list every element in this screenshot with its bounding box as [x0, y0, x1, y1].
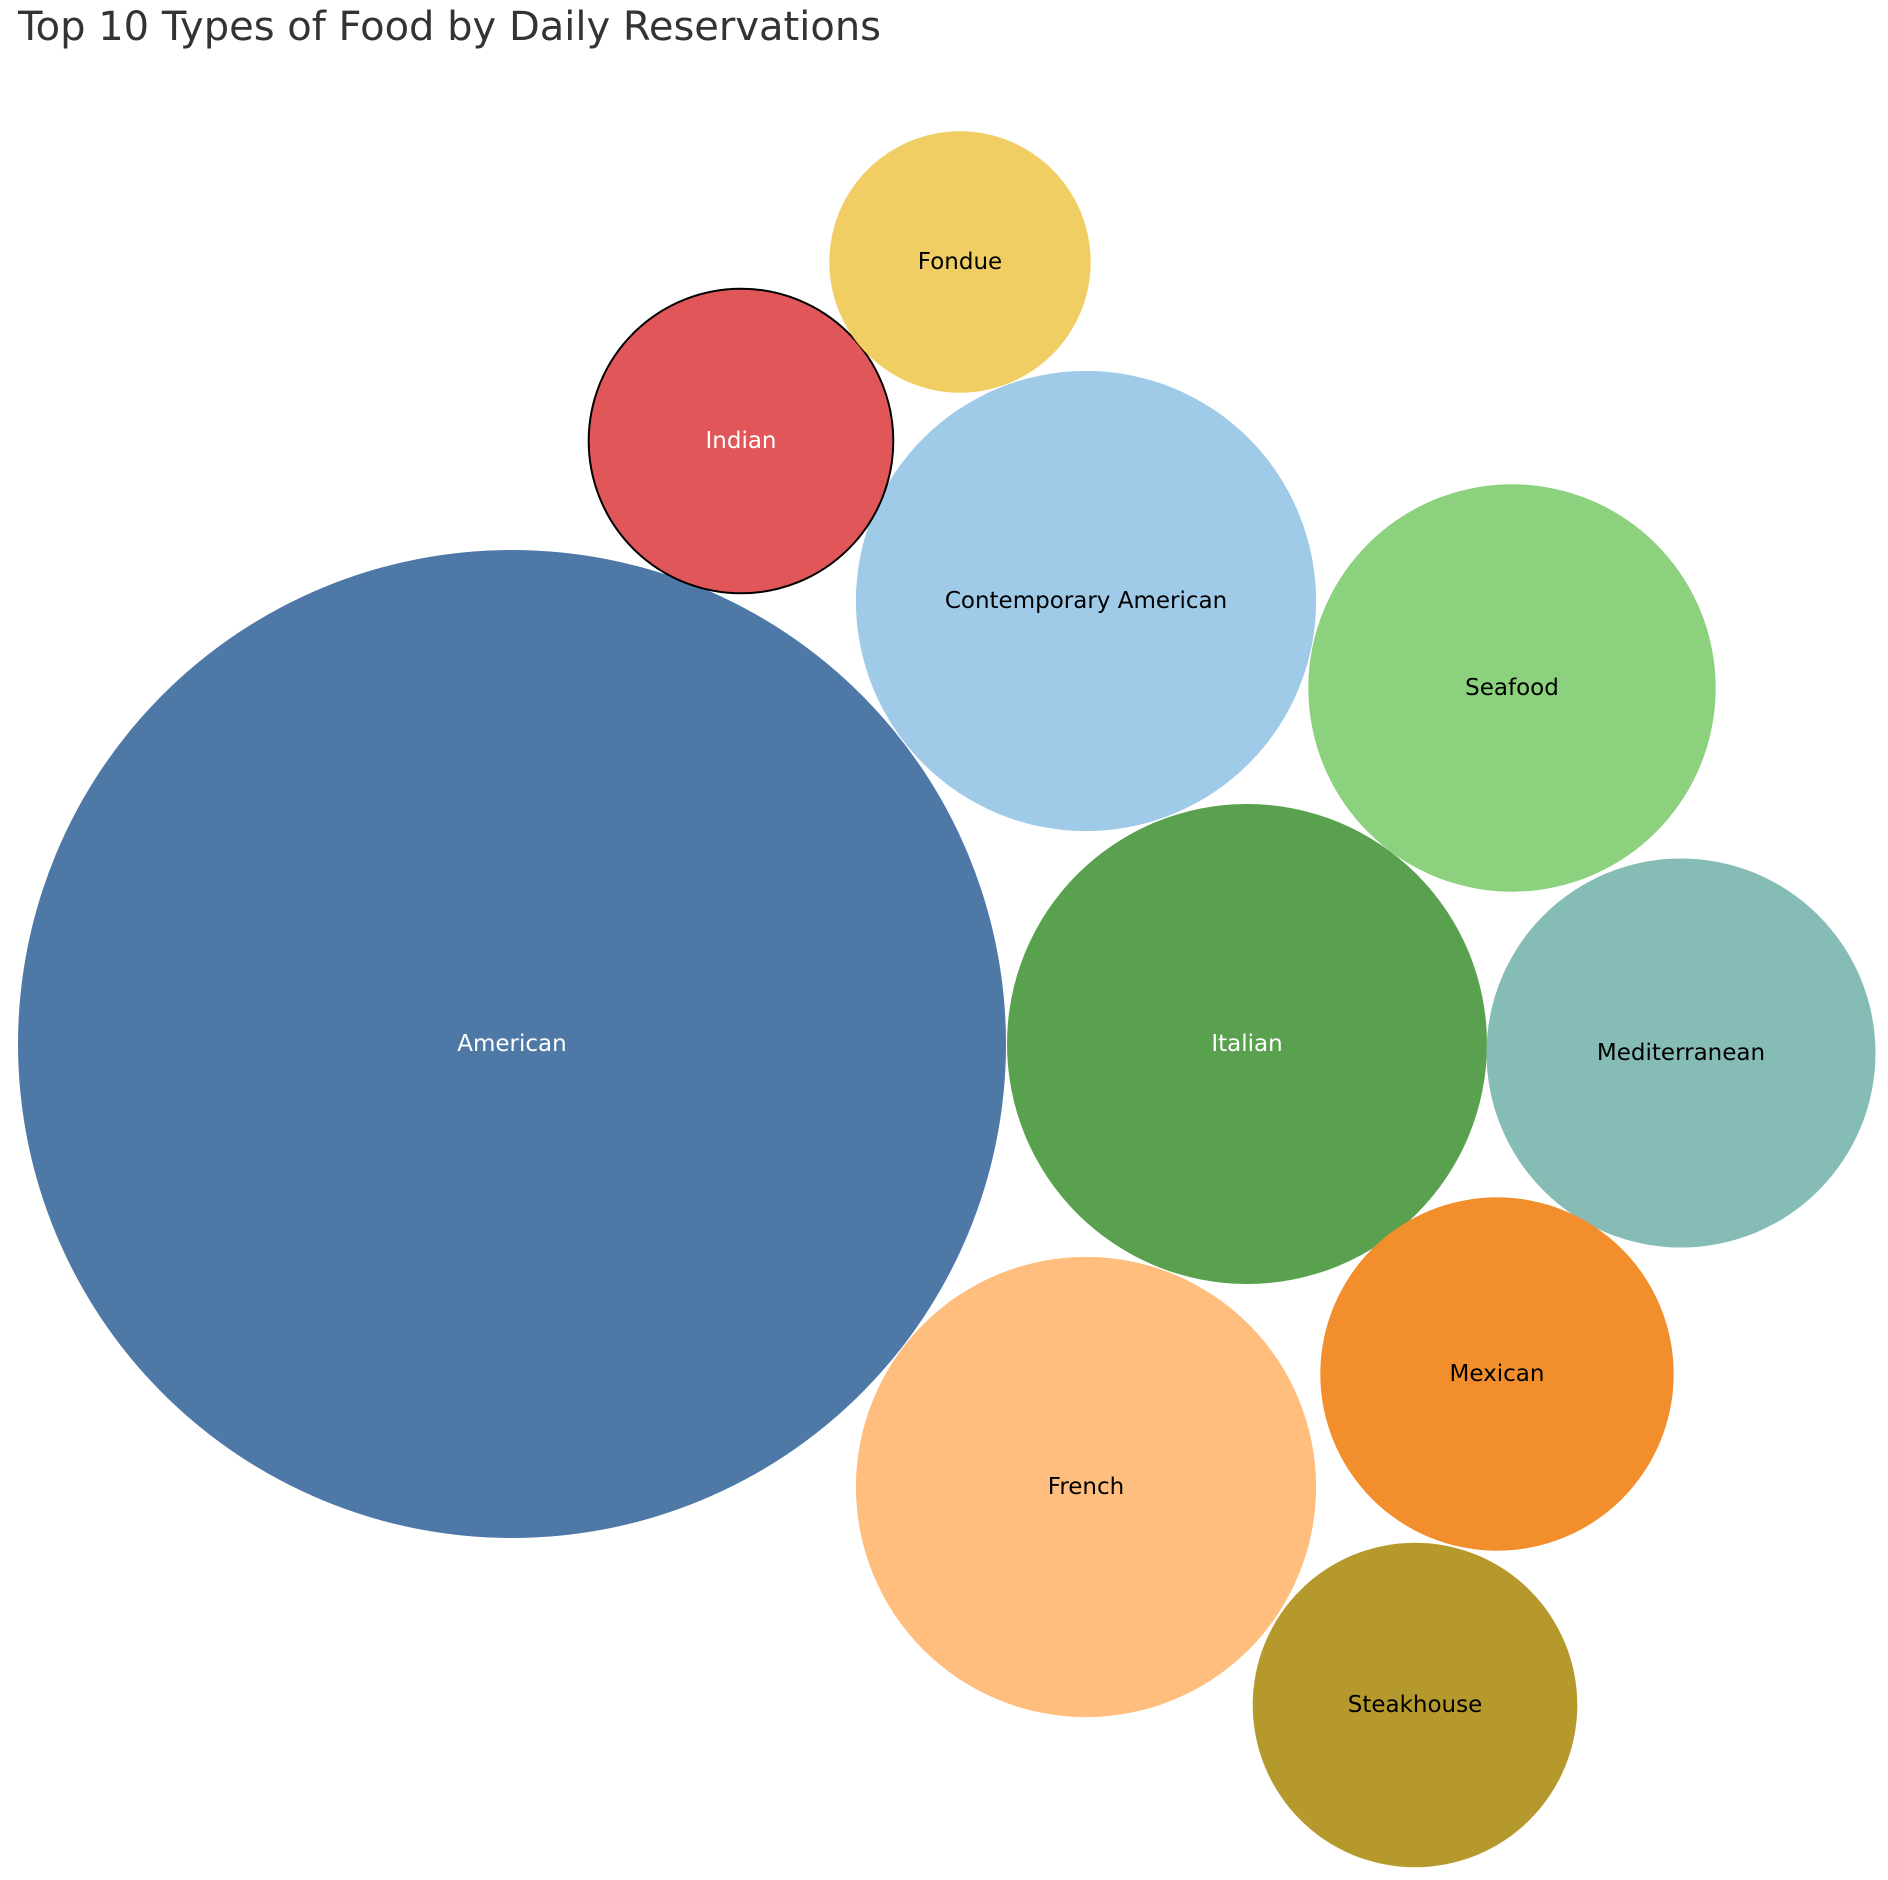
- bubble-mediterranean[interactable]: [1486, 858, 1876, 1248]
- bubble-indian[interactable]: [587, 287, 895, 595]
- bubble-label-seafood: Seafood: [1465, 675, 1559, 701]
- labels-group: American Italian Contemporary American Fren…: [457, 249, 1765, 1718]
- bubble-seafood[interactable]: [1308, 484, 1716, 892]
- bubble-fondue[interactable]: [829, 131, 1091, 393]
- bubble-american[interactable]: [18, 550, 1006, 1538]
- bubble-label-american: American: [457, 1031, 566, 1057]
- bubble-label-fondue: Fondue: [918, 249, 1002, 275]
- bubble-french[interactable]: [855, 1256, 1317, 1718]
- bubble-label-contemporary-american: Contemporary American: [945, 588, 1227, 614]
- bubble-label-indian: Indian: [705, 428, 776, 454]
- bubble-contemporary-american[interactable]: [855, 370, 1317, 832]
- bubble-mexican[interactable]: [1320, 1197, 1674, 1551]
- bubble-steakhouse[interactable]: [1252, 1542, 1578, 1868]
- bubbles-group: [18, 131, 1876, 1868]
- chart-title: Top 10 Types of Food by Daily Reservatio…: [18, 4, 882, 50]
- bubble-italian[interactable]: [1007, 804, 1487, 1284]
- bubble-label-mexican: Mexican: [1450, 1361, 1545, 1387]
- bubble-label-french: French: [1048, 1474, 1124, 1500]
- bubble-label-steakhouse: Steakhouse: [1348, 1692, 1483, 1718]
- bubble-label-italian: Italian: [1211, 1031, 1282, 1057]
- bubble-label-mediterranean: Mediterranean: [1597, 1040, 1765, 1066]
